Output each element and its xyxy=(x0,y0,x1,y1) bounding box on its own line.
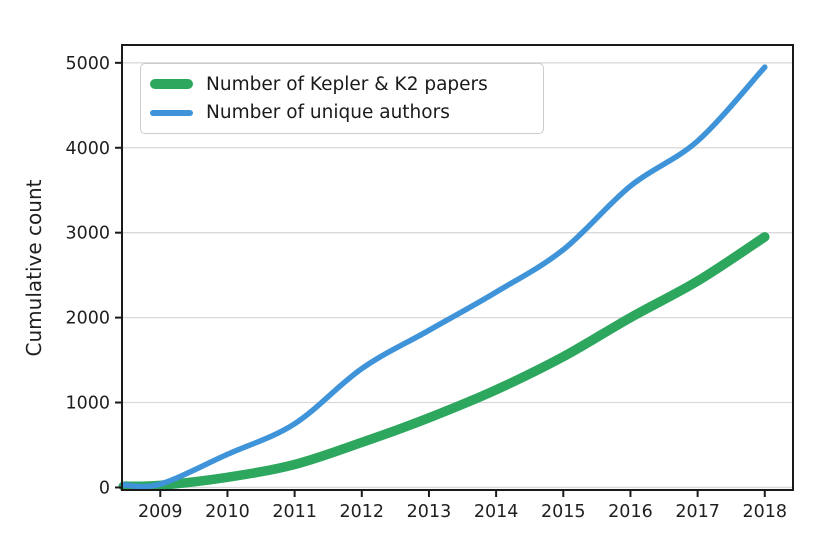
series-line-papers xyxy=(118,232,770,491)
x-tick-label: 2010 xyxy=(205,502,250,522)
legend-item-papers: Number of Kepler & K2 papers xyxy=(150,70,537,99)
legend-label: Number of unique authors xyxy=(206,102,450,124)
plot-area-border xyxy=(121,44,794,491)
y-tick-label: 4000 xyxy=(65,139,110,159)
legend-label: Number of Kepler & K2 papers xyxy=(206,73,488,95)
x-tick-label: 2017 xyxy=(675,502,720,522)
y-tick-label: 5000 xyxy=(65,54,110,74)
x-tick-label: 2011 xyxy=(272,502,317,522)
axis-ticks xyxy=(115,61,766,497)
y-axis-label: Cumulative count xyxy=(22,179,46,357)
x-tick-label: 2012 xyxy=(340,502,385,522)
tick-labels: 0 1000 2000 3000 4000 5000 2009 2010 2011 2012 201… xyxy=(65,54,787,522)
x-tick-label: 2018 xyxy=(743,502,788,522)
legend: Number of Kepler & K2 papers Number of u… xyxy=(140,63,544,134)
gridlines xyxy=(122,62,793,489)
series-lines xyxy=(118,64,770,491)
y-tick-label: 1000 xyxy=(65,394,110,414)
x-tick-label: 2014 xyxy=(474,502,519,522)
legend-swatch xyxy=(150,79,193,90)
legend-swatch xyxy=(150,109,193,116)
x-tick-label: 2013 xyxy=(407,502,452,522)
axes-spines xyxy=(121,44,794,491)
legend-item-authors: Number of unique authors xyxy=(150,99,537,128)
x-tick-label: 2015 xyxy=(541,502,586,522)
y-tick-label: 3000 xyxy=(65,224,110,244)
x-tick-label: 2016 xyxy=(608,502,653,522)
x-tick-label: 2009 xyxy=(138,502,183,522)
y-tick-label: 2000 xyxy=(65,309,110,329)
y-tick-label: 0 xyxy=(99,478,110,498)
series-line-authors xyxy=(120,64,768,490)
